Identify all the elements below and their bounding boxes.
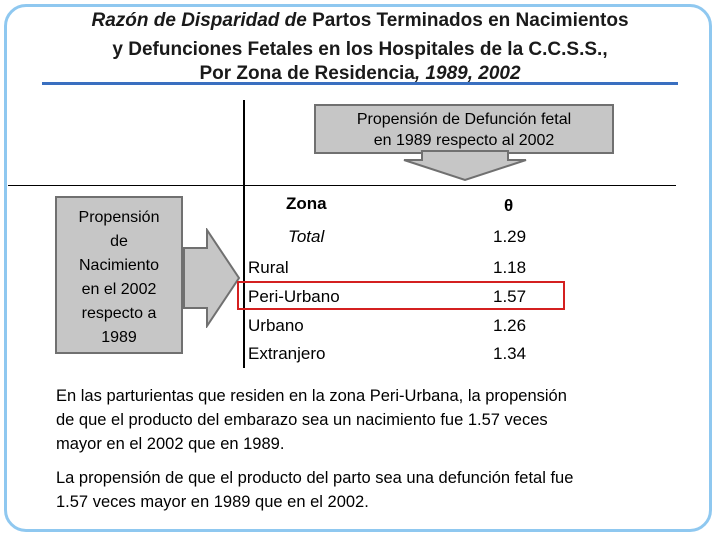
zona-cell: Rural bbox=[248, 258, 289, 277]
title-line-3: Por Zona de Residencia, 1989, 2002 bbox=[0, 63, 720, 85]
paragraph-line: 1.57 veces mayor en 1989 que en el 2002. bbox=[56, 493, 369, 511]
arrow-right-icon bbox=[183, 228, 241, 328]
highlight-box-peri-urbano bbox=[237, 281, 565, 310]
callout-defuncion-fetal: Propensión de Defunción fetal en 1989 re… bbox=[314, 104, 614, 154]
theta-cell: 1.34 bbox=[493, 344, 527, 363]
callout-left-line: Nacimiento bbox=[78, 257, 160, 274]
theta-cell: 1.57 bbox=[493, 287, 527, 306]
paragraph-line: En las parturientas que residen en la zo… bbox=[56, 387, 567, 405]
callout-left-line: 1989 bbox=[101, 329, 137, 346]
zona-cell: Total bbox=[288, 227, 325, 246]
table-horizontal-divider bbox=[8, 185, 676, 186]
paragraph-line: mayor en el 2002 que en 1989. bbox=[56, 435, 285, 453]
header-zona: Zona bbox=[286, 194, 327, 213]
zona-cell: Peri-Urbano bbox=[248, 287, 340, 306]
title-rest: Partos Terminados en Nacimientos bbox=[306, 10, 629, 31]
paragraph-defuncion: La propensión de que el producto del par… bbox=[56, 466, 696, 514]
arrow-down-icon bbox=[403, 150, 527, 182]
title-line-3-main: Por Zona de Residencia bbox=[199, 63, 415, 84]
title-line-2: y Defunciones Fetales en los Hospitales … bbox=[112, 39, 608, 60]
title-underline bbox=[42, 82, 678, 85]
title-years: , 1989, 2002 bbox=[414, 63, 521, 84]
callout-left-line: Propensión bbox=[78, 209, 160, 226]
theta-cell: 1.26 bbox=[493, 316, 527, 335]
zona-cell: Extranjero bbox=[248, 344, 326, 363]
paragraph-line: de que el producto del embarazo sea un n… bbox=[56, 411, 548, 429]
header-theta: θ bbox=[504, 196, 514, 215]
zona-cell: Urbano bbox=[248, 316, 304, 335]
theta-cell: 1.29 bbox=[493, 227, 527, 246]
callout-top-line-2: en 1989 respecto al 2002 bbox=[373, 132, 555, 149]
callout-left-line: de bbox=[110, 233, 128, 250]
theta-cell: 1.18 bbox=[493, 258, 527, 277]
callout-left-line: respecto a bbox=[81, 305, 157, 322]
table-vertical-divider bbox=[243, 100, 245, 368]
slide-frame bbox=[4, 4, 712, 532]
title-line-1: Razón de Disparidad de Partos Terminados… bbox=[0, 10, 720, 32]
title-italic-part: Razón de Disparidad de bbox=[91, 10, 307, 31]
callout-top-line-1: Propensión de Defunción fetal bbox=[356, 111, 572, 128]
paragraph-nacimiento: En las parturientas que residen en la zo… bbox=[56, 384, 696, 456]
callout-nacimiento: Propensión de Nacimiento en el 2002 resp… bbox=[55, 196, 183, 354]
paragraph-line: La propensión de que el producto del par… bbox=[56, 469, 574, 487]
callout-left-line: en el 2002 bbox=[81, 281, 157, 298]
